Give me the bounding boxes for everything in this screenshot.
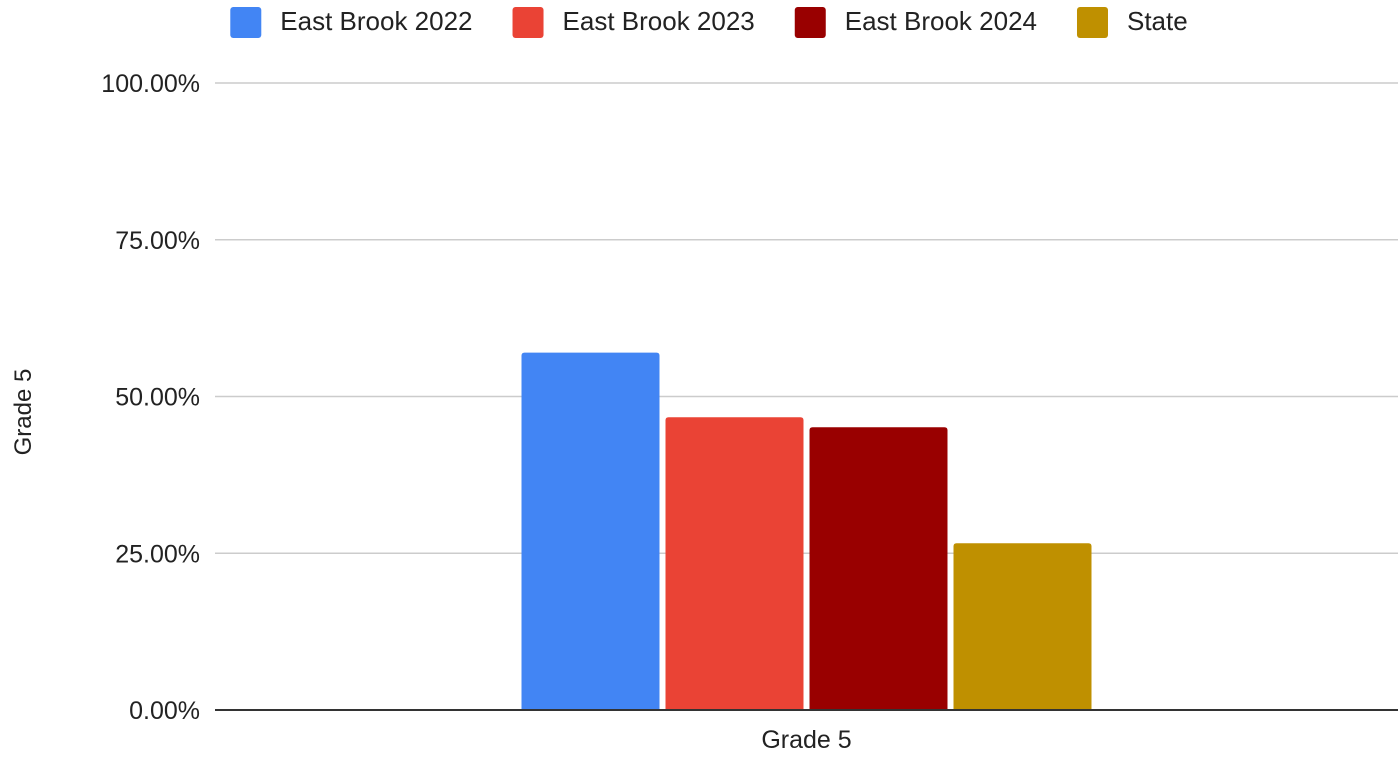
y-tick-label: 25.00% [115, 540, 200, 568]
y-axis-ticks: 0.00% 25.00% 50.00% 75.00% 100.00% [101, 70, 200, 725]
y-axis-label: Grade 5 [10, 369, 37, 456]
bar-east-brook-2023 [666, 417, 804, 710]
y-tick-label: 0.00% [129, 697, 200, 725]
bar-east-brook-2022 [522, 353, 660, 710]
legend-label: East Brook 2023 [563, 6, 755, 36]
x-tick-label: Grade 5 [761, 726, 851, 752]
bars [522, 353, 1092, 710]
legend: East Brook 2022 East Brook 2023 East Brook… [230, 6, 1187, 38]
legend-label: State [1127, 6, 1188, 36]
legend-item: East Brook 2023 [513, 6, 755, 38]
legend-swatch [1077, 7, 1108, 38]
x-axis-ticks: Grade 5 [761, 726, 851, 752]
legend-swatch [230, 7, 261, 38]
y-tick-label: 50.00% [115, 384, 200, 412]
bar-east-brook-2024 [810, 427, 948, 710]
y-tick-label: 75.00% [115, 227, 200, 255]
bar-state [954, 543, 1092, 710]
legend-label: East Brook 2022 [280, 6, 472, 36]
legend-item: East Brook 2022 [230, 6, 472, 38]
y-tick-label: 100.00% [101, 70, 200, 98]
legend-swatch [795, 7, 826, 38]
legend-swatch [513, 7, 544, 38]
legend-item: East Brook 2024 [795, 6, 1037, 38]
legend-item: State [1077, 6, 1188, 38]
gridlines [215, 83, 1398, 553]
legend-label: East Brook 2024 [845, 6, 1037, 36]
